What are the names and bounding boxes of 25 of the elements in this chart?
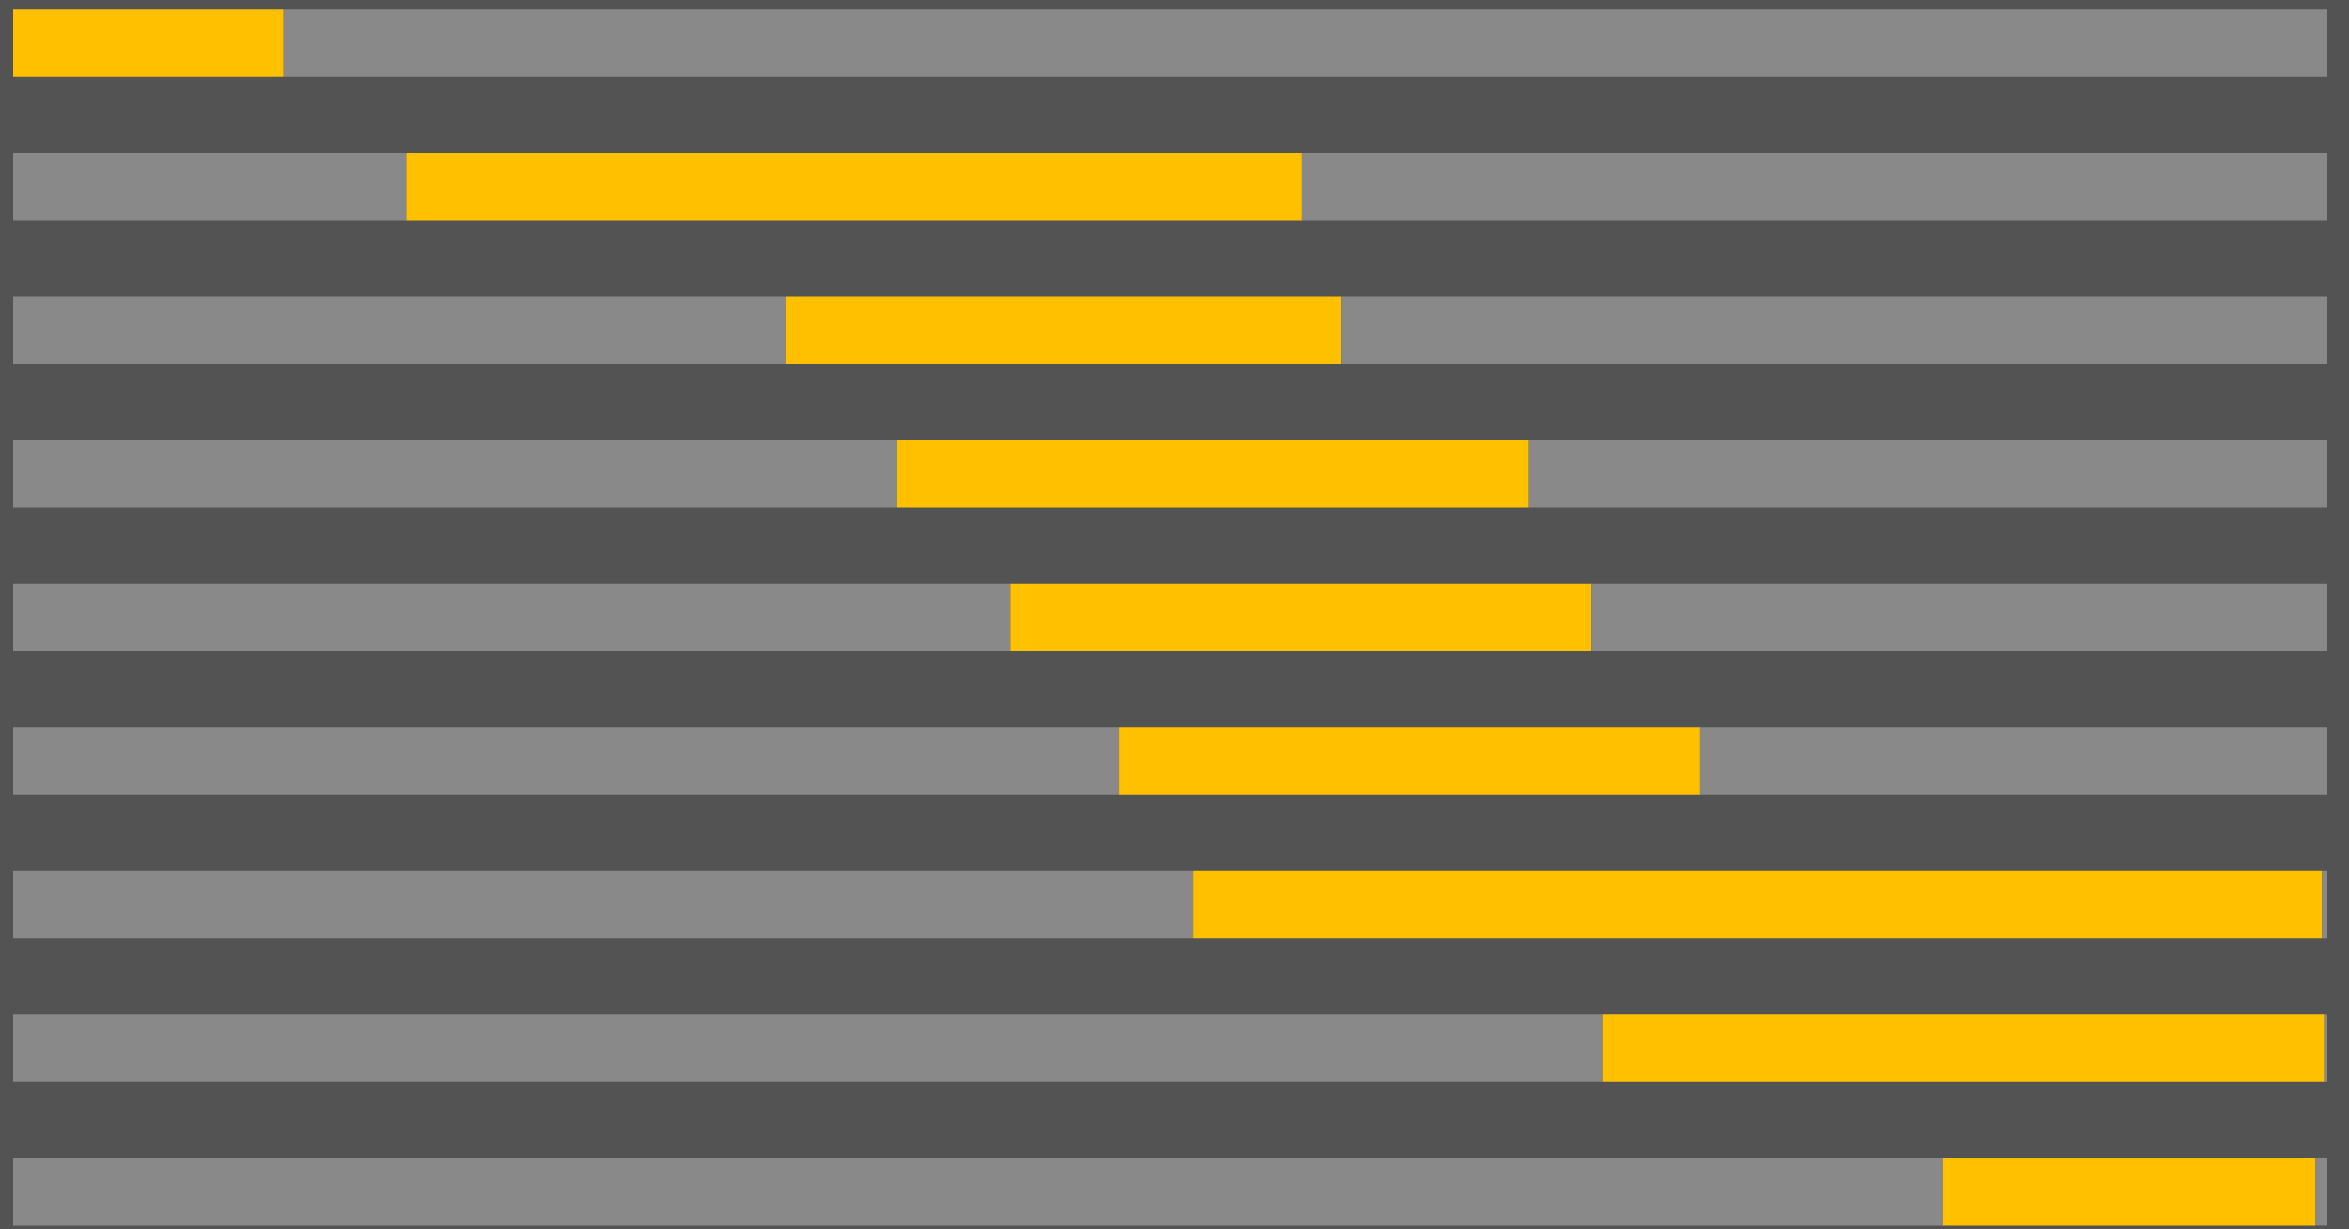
bar [13,152,407,221]
bar [13,296,786,364]
bar [1341,296,2327,364]
bar [2315,1157,2327,1226]
bar [1602,1014,2325,1082]
bar [1119,727,1700,795]
bar [896,440,1529,508]
bar [13,1157,1943,1226]
bar [13,440,897,508]
bar [13,727,1120,795]
bar [13,1014,1603,1082]
bar [13,870,1194,939]
bar [13,9,284,77]
bar [1699,727,2327,795]
bar [1301,152,2327,221]
bar [1010,583,1592,652]
bar [1193,870,2323,939]
bar [785,296,1342,364]
bar [1591,583,2327,652]
bar [13,583,1011,652]
bar [1942,1157,2316,1226]
bar [1528,440,2327,508]
bar [406,152,1302,221]
bar [283,9,2327,77]
bar [2322,870,2327,939]
